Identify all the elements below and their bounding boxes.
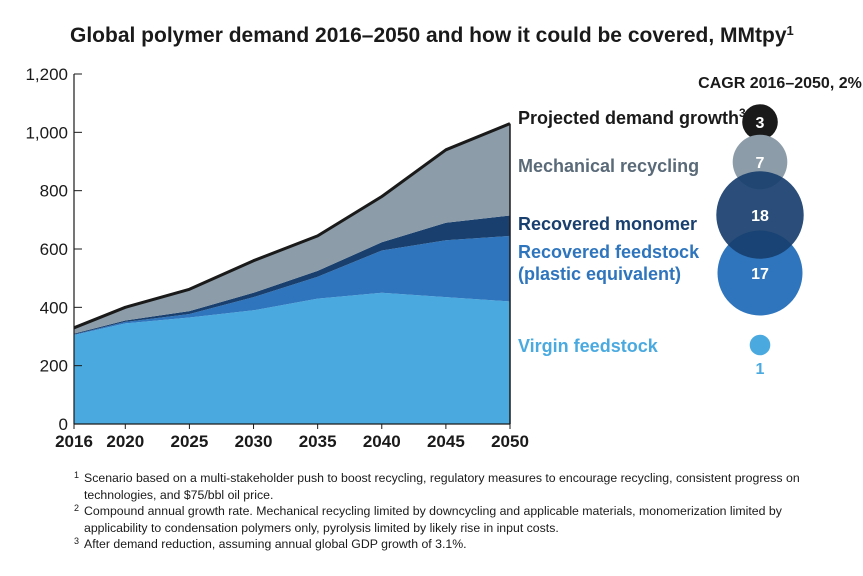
x-tick-label: 2050 xyxy=(491,432,529,451)
cagr-value: 7 xyxy=(756,155,765,172)
series-label: Projected demand growth3 xyxy=(518,106,746,128)
y-tick-label: 400 xyxy=(40,298,68,317)
series-label: Mechanical recycling xyxy=(518,156,699,176)
footnotes: 1 Scenario based on a multi-stakeholder p… xyxy=(74,470,844,553)
y-tick-label: 1,200 xyxy=(25,65,68,84)
footnote-2: 2 Compound annual growth rate. Mechanical… xyxy=(74,503,844,536)
cagr-value: 18 xyxy=(751,208,769,225)
series-label-text: Virgin feedstock xyxy=(518,336,659,356)
area-mechanical-recycling xyxy=(74,123,510,334)
series-label: Recovered feedstock xyxy=(518,242,700,262)
demand-line-layer xyxy=(73,122,511,330)
chart: Global polymer demand 2016–2050 and how … xyxy=(25,23,862,451)
x-tick-label: 2040 xyxy=(363,432,401,451)
x-tick-label: 2020 xyxy=(106,432,144,451)
chart-title: Global polymer demand 2016–2050 and how … xyxy=(70,23,794,47)
x-tick-label: 2045 xyxy=(427,432,465,451)
cagr-value: 17 xyxy=(751,266,769,283)
cagr-bubble xyxy=(749,334,771,356)
x-tick-label: 2016 xyxy=(55,432,93,451)
cagr-bubble xyxy=(716,171,804,259)
footnote-marker: 2 xyxy=(74,503,80,513)
area-recovered-feedstock-plastic-equivalent xyxy=(74,235,510,335)
cagr-bubble xyxy=(742,104,778,140)
series-label-text: Mechanical recycling xyxy=(518,156,699,176)
cagr-panel: CAGR 2016–2050, 2% 3 7 18 17 1 xyxy=(698,75,862,378)
footnote-marker: 3 xyxy=(74,536,80,546)
footnote-text: Compound annual growth rate. Mechanical … xyxy=(84,504,782,535)
footnote-text: After demand reduction, assuming annual … xyxy=(84,537,467,551)
y-tick-label: 200 xyxy=(40,357,68,376)
footnote-3: 3 After demand reduction, assuming annual… xyxy=(74,536,844,553)
series-label-sup: 3 xyxy=(739,106,746,120)
area-recovered-monomer xyxy=(74,215,510,335)
y-tick-label: 600 xyxy=(40,240,68,259)
series-label-text: Projected demand growth xyxy=(518,108,739,128)
y-tick-label: 800 xyxy=(40,182,68,201)
demand-line xyxy=(73,122,511,330)
series-labels: Projected demand growth3 Mechanical recyc… xyxy=(518,106,746,356)
chart-title-text: Global polymer demand 2016–2050 and how … xyxy=(70,24,787,47)
series-label: Virgin feedstock xyxy=(518,336,659,356)
cagr-value: 3 xyxy=(756,115,765,132)
series-label-text: Recovered feedstock xyxy=(518,242,700,262)
y-tick-label: 1,000 xyxy=(25,123,68,142)
footnote-marker: 1 xyxy=(74,470,80,480)
cagr-value: 1 xyxy=(756,361,765,378)
area-virgin-feedstock xyxy=(74,292,510,424)
series-label: Recovered monomer xyxy=(518,214,697,234)
chart-title-sup: 1 xyxy=(787,23,794,38)
x-tick-label: 2035 xyxy=(299,432,337,451)
series-label-text: Recovered monomer xyxy=(518,214,697,234)
axes: 0 200 400 600 800 1,000 1,200 2016 2020 2025 2030 2… xyxy=(25,65,528,451)
footnote-1: 1 Scenario based on a multi-stakeholder p… xyxy=(74,470,844,503)
area-layer xyxy=(74,123,510,424)
footnote-text: Scenario based on a multi-stakeholder pu… xyxy=(84,471,800,502)
x-tick-label: 2025 xyxy=(170,432,208,451)
cagr-heading: CAGR 2016–2050, 2% xyxy=(698,75,862,92)
y-tick-label: 0 xyxy=(59,415,68,434)
series-label-line2: (plastic equivalent) xyxy=(518,264,681,284)
x-tick-label: 2030 xyxy=(235,432,273,451)
